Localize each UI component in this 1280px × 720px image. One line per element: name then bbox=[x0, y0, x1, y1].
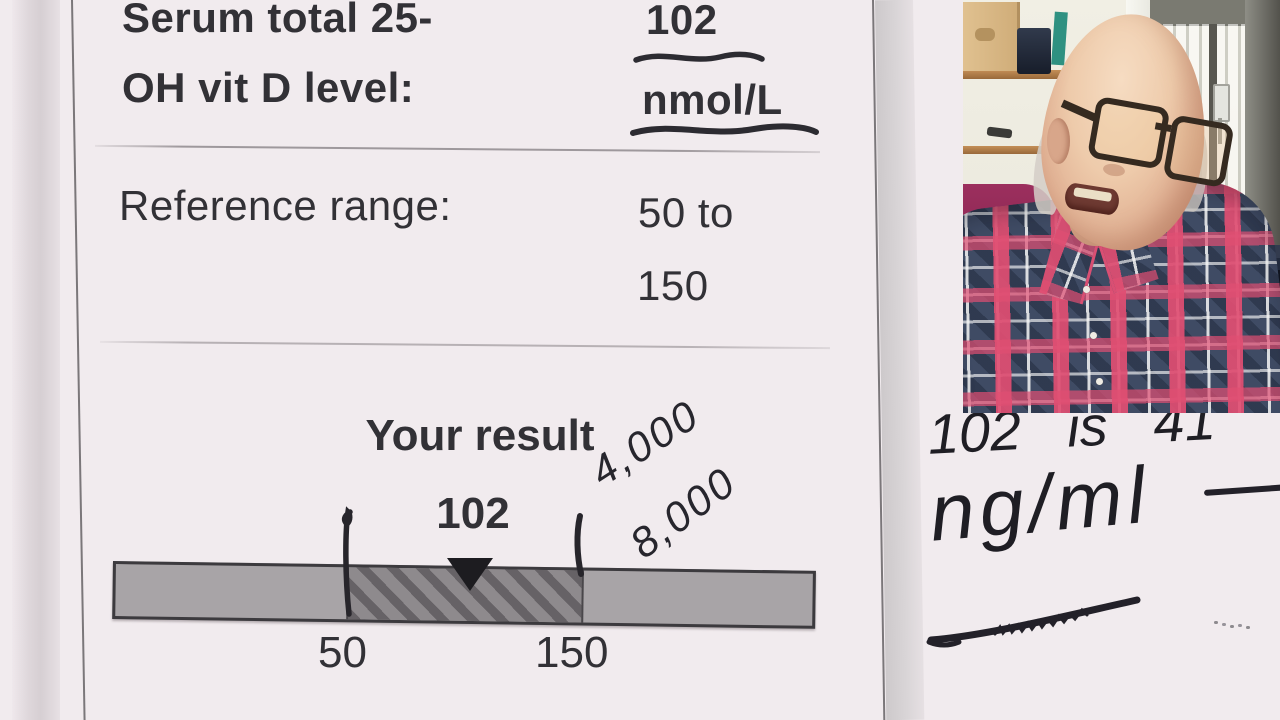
window-key bbox=[1218, 118, 1222, 144]
board-underline-41 bbox=[1203, 484, 1280, 496]
gauge-result-marker-triangle bbox=[447, 558, 493, 591]
page-fold-shadow bbox=[12, 0, 60, 720]
board-smudge-marks bbox=[1214, 621, 1218, 624]
teal-folder bbox=[1051, 11, 1068, 66]
row2-label: Reference range: bbox=[119, 182, 452, 229]
cardboard-box bbox=[963, 2, 1020, 71]
pen-tick-150 bbox=[574, 513, 584, 577]
gauge-tick-label-150: 150 bbox=[535, 628, 609, 677]
row2-value-line1: 50 to bbox=[638, 189, 734, 236]
glasses-right-lens bbox=[1162, 114, 1235, 189]
wavy-underline-unit bbox=[630, 123, 819, 136]
row-divider-1 bbox=[95, 144, 820, 154]
gauge-tick-label-50: 50 bbox=[318, 628, 367, 677]
shirt-button-1 bbox=[1083, 286, 1090, 293]
row1-label-line1: Serum total 25- bbox=[122, 0, 433, 41]
presenter-teeth bbox=[1073, 187, 1113, 202]
row2-value-line2: 150 bbox=[637, 262, 709, 309]
box-handle-hole bbox=[975, 28, 995, 41]
gauge-title: Your result bbox=[365, 411, 595, 460]
remote-on-shelf bbox=[986, 126, 1013, 139]
row-divider-2 bbox=[100, 340, 830, 350]
webcam-overlay bbox=[963, 0, 1280, 413]
shelf-board-lower bbox=[963, 146, 1085, 154]
presenter-ear bbox=[1047, 118, 1070, 164]
wavy-underline-value bbox=[633, 51, 765, 63]
row1-value-number: 102 bbox=[646, 0, 718, 43]
shirt-button-2 bbox=[1090, 332, 1097, 339]
board-handwriting-unit: ng/ml bbox=[926, 449, 1154, 558]
table-border-left bbox=[71, 0, 87, 720]
speaker-box bbox=[1017, 28, 1051, 74]
gauge-marker-label: 102 bbox=[436, 489, 510, 538]
shelf-board-upper bbox=[963, 70, 1081, 79]
shirt-button-3 bbox=[1096, 378, 1103, 385]
pen-tick-50 bbox=[341, 506, 353, 617]
glasses-left-lens bbox=[1086, 95, 1171, 170]
board-jagged-underline bbox=[926, 596, 1141, 648]
row1-value-unit: nmol/L bbox=[642, 76, 783, 123]
row1-label-line2: OH vit D level: bbox=[122, 64, 415, 111]
